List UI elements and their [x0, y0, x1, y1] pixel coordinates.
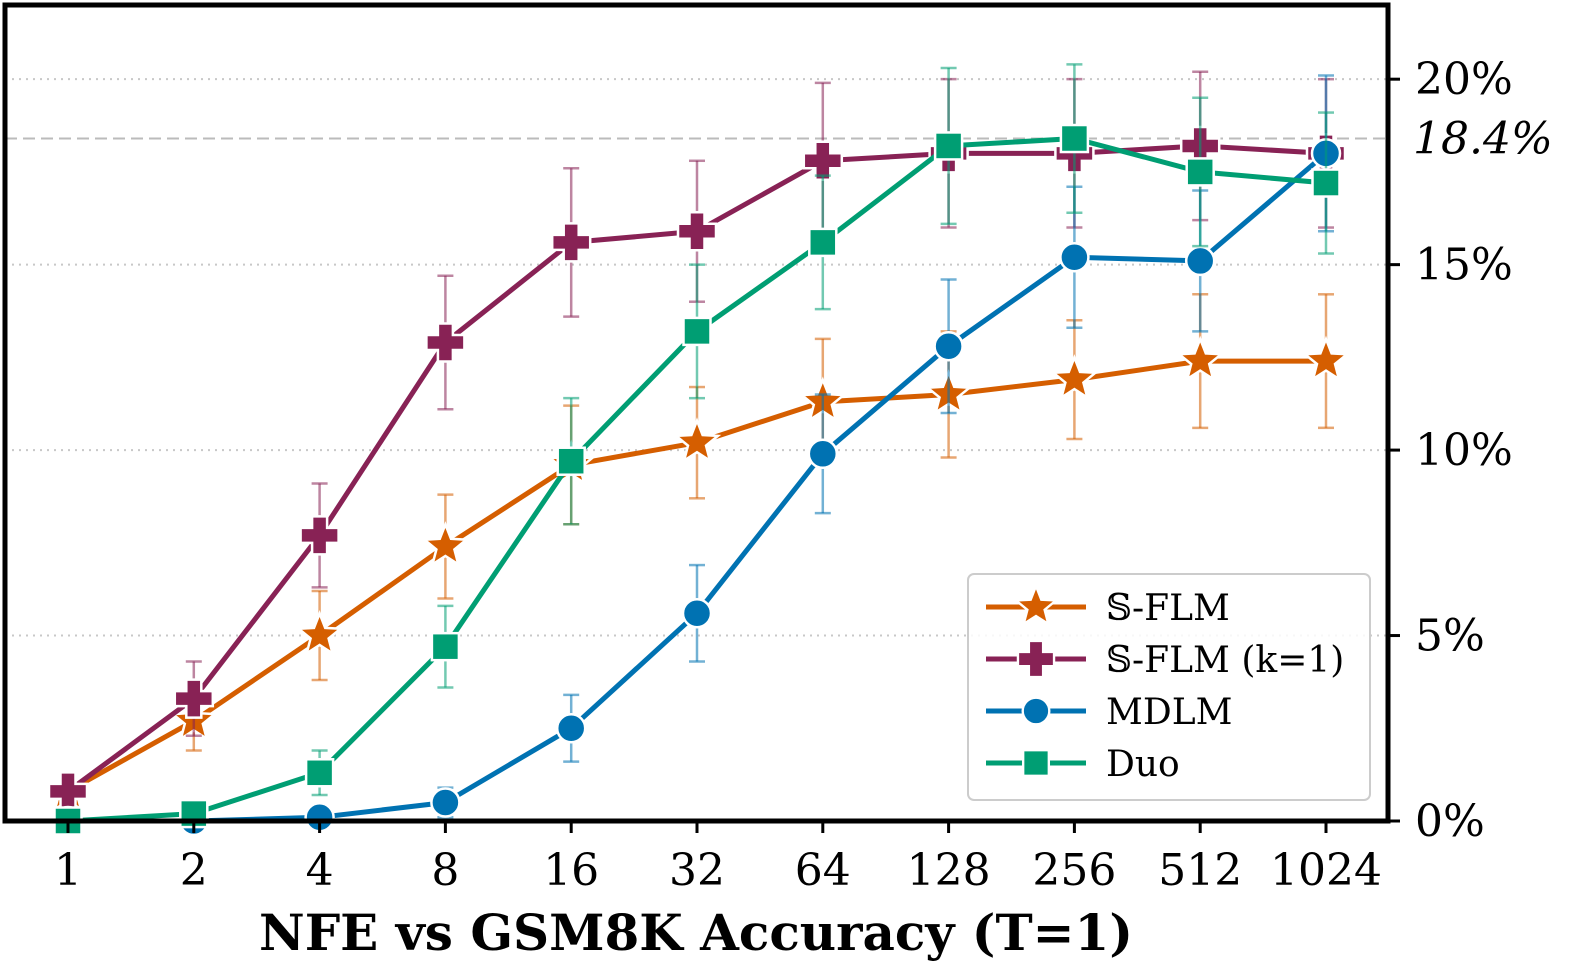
x-tick-label-4: 16 [543, 845, 599, 896]
data-point-0-3 [421, 521, 470, 568]
legend-marker-1 [1016, 639, 1056, 679]
legend-marker-3 [1021, 748, 1051, 778]
legend-label-2: MDLM [1106, 692, 1233, 733]
data-point-0-8 [1050, 354, 1099, 401]
legend-marker-0 [1012, 582, 1060, 627]
y-tick-label-3: 15% [1415, 240, 1513, 291]
x-tick-label-6: 64 [795, 845, 851, 896]
data-point-3-8 [1059, 123, 1090, 154]
legend-marker-2 [1021, 696, 1051, 726]
data-point-3-9 [1185, 157, 1215, 187]
data-point-1-3 [425, 322, 466, 363]
data-point-2-9 [1184, 245, 1216, 277]
data-point-2-6 [807, 438, 839, 470]
reference-line-group: 18.4% [5, 114, 1553, 165]
data-point-1-0 [47, 771, 89, 812]
series-group [43, 63, 1351, 837]
data-point-3-7 [933, 131, 964, 161]
data-point-0-10 [1301, 335, 1351, 382]
data-point-2-5 [681, 598, 713, 629]
axes: 1 2 4 8 16 32 64 128 256 512 1024 0% 5% 10% 15% 20% [54, 54, 1513, 896]
x-axis-label: NFE vs GSM8K Accuracy (T=1) [259, 903, 1133, 962]
data-point-3-6 [808, 227, 838, 258]
y-tick-label-0: 0% [1415, 796, 1485, 847]
legend-label-3: Duo [1106, 744, 1180, 785]
x-tick-label-1: 2 [180, 845, 208, 896]
reference-label: 18.4% [1413, 114, 1553, 165]
data-point-2-3 [430, 787, 461, 818]
data-point-3-2 [304, 758, 335, 788]
legend: 𝕊-FLM 𝕊-FLM (k=1) MDLM Duo [967, 573, 1371, 801]
data-point-1-1 [173, 678, 215, 719]
x-tick-label-9: 512 [1158, 845, 1242, 896]
data-point-2-8 [1059, 241, 1090, 273]
data-point-1-2 [299, 515, 340, 556]
data-point-3-10 [1311, 168, 1341, 198]
legend-label-1: 𝕊-FLM (k=1) [1106, 640, 1344, 681]
data-point-1-5 [676, 211, 718, 252]
x-tick-label-3: 8 [431, 845, 459, 896]
data-point-1-6 [802, 140, 844, 182]
series-3 [53, 63, 1341, 836]
legend-box [967, 573, 1371, 801]
y-tick-label-1: 5% [1415, 611, 1485, 662]
data-point-0-5 [672, 417, 722, 464]
data-point-0-2 [295, 610, 344, 657]
x-tick-label-0: 1 [54, 845, 82, 896]
legend-label-0: 𝕊-FLM [1106, 588, 1230, 629]
x-tick-label-8: 256 [1032, 845, 1116, 896]
data-point-1-4 [550, 222, 592, 263]
x-tick-label-10: 1024 [1270, 845, 1382, 896]
data-point-3-3 [430, 631, 461, 662]
data-point-0-9 [1176, 335, 1225, 382]
y-tick-label-2: 10% [1415, 425, 1513, 476]
data-point-2-4 [555, 713, 587, 744]
x-tick-label-7: 128 [907, 845, 991, 896]
x-tick-label-2: 4 [306, 845, 334, 896]
x-tick-label-5: 32 [669, 845, 725, 896]
data-point-2-7 [933, 330, 964, 362]
y-tick-label-4: 20% [1415, 54, 1513, 105]
data-point-3-4 [556, 446, 586, 476]
data-point-3-5 [682, 316, 712, 347]
